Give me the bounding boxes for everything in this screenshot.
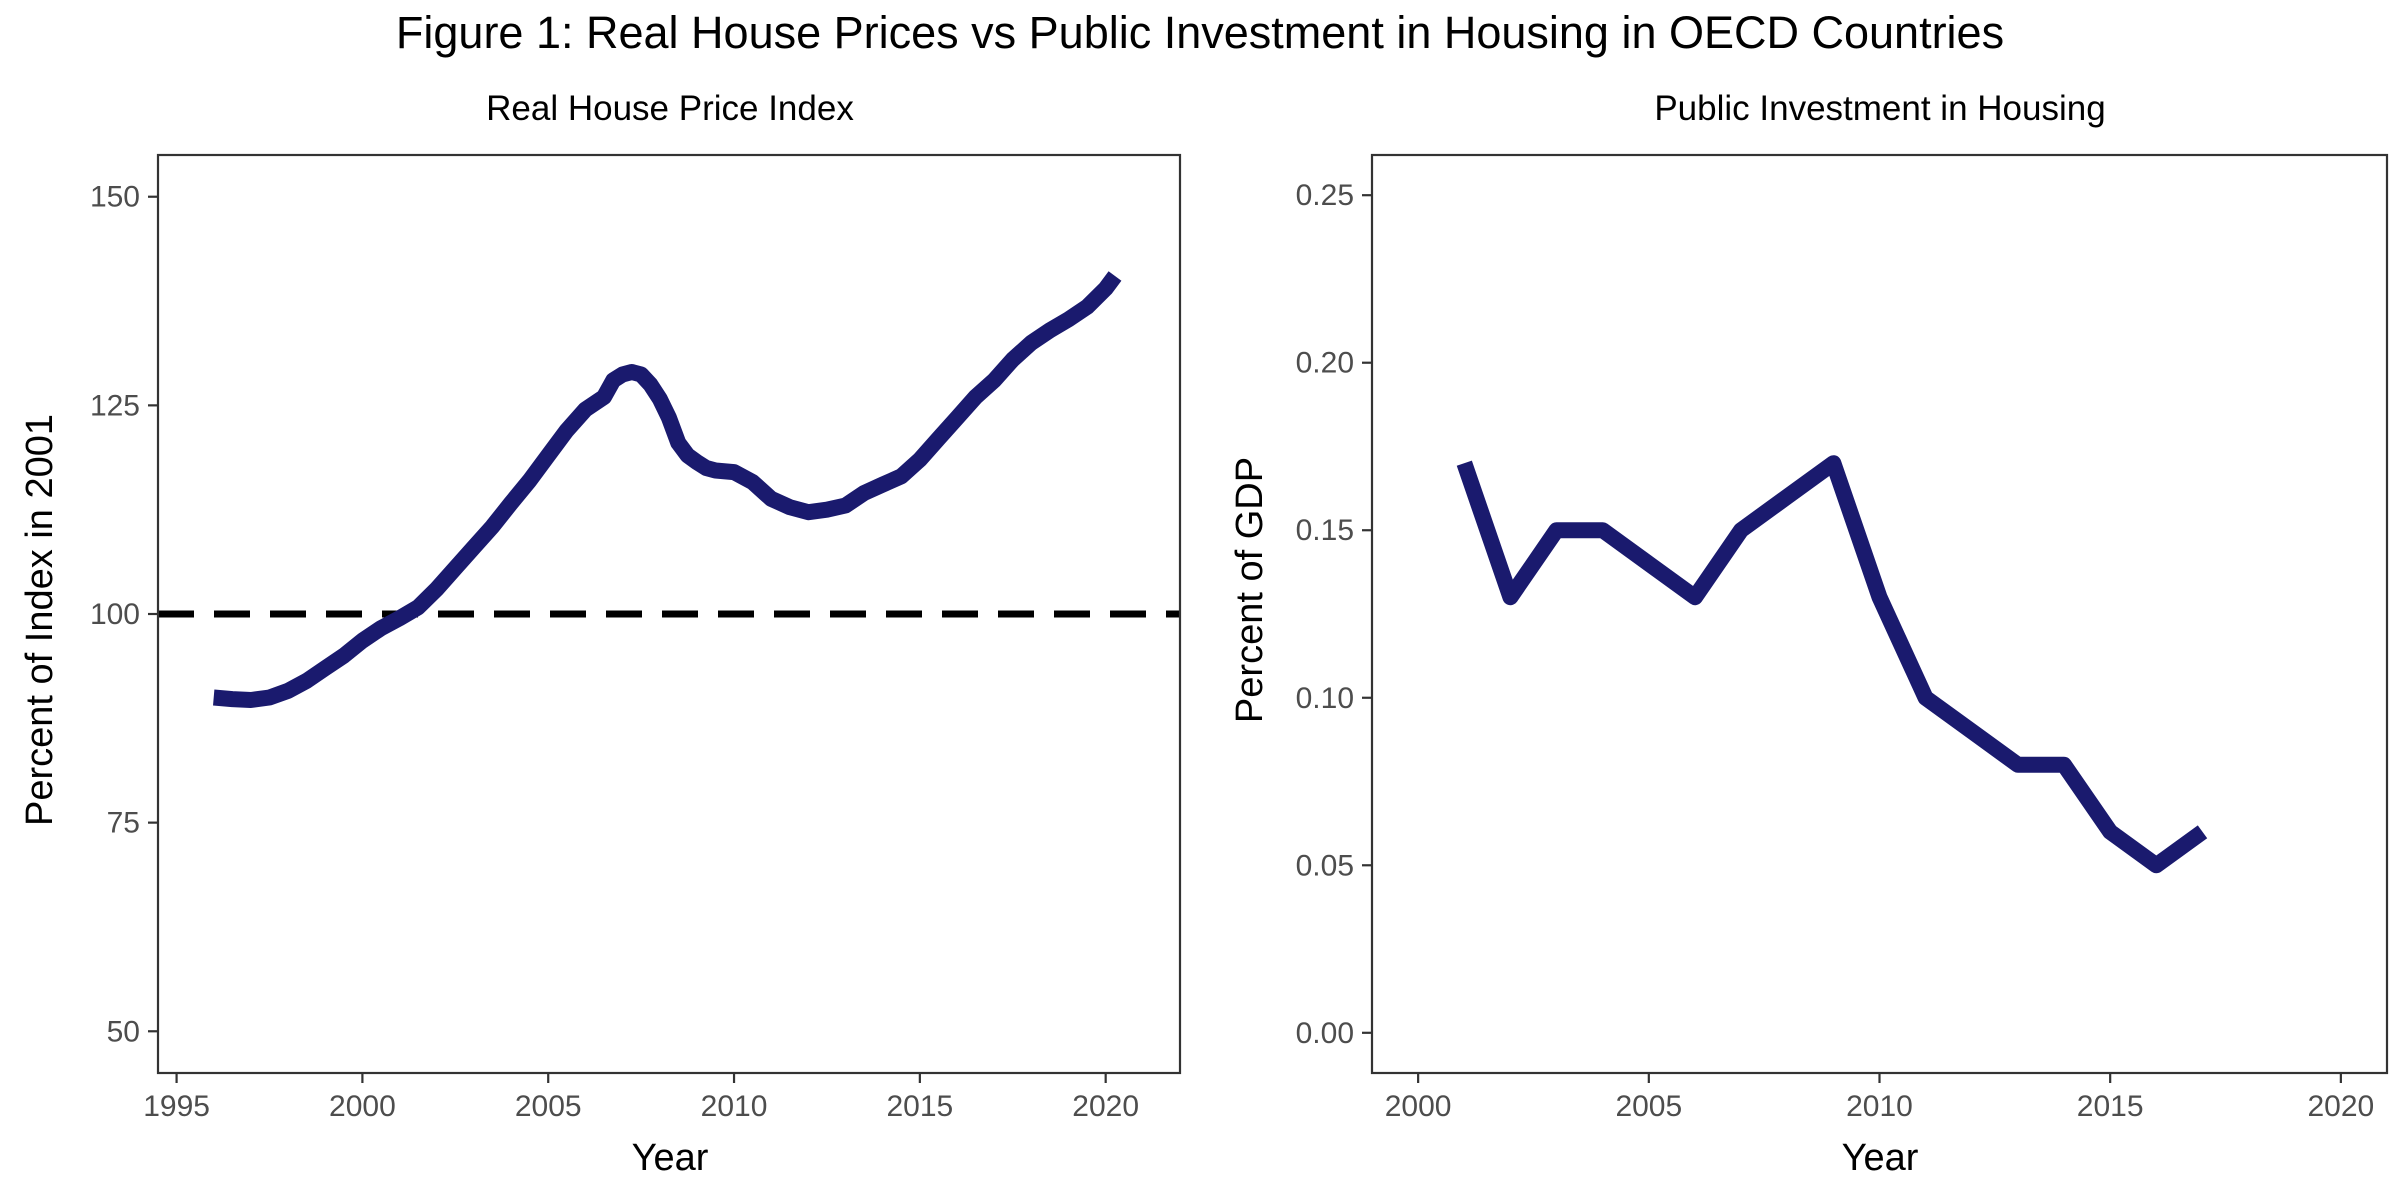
x-tick-label: 2005 [515, 1090, 582, 1123]
x-axis-title: Year [632, 1137, 709, 1179]
y-tick-label: 100 [90, 598, 140, 631]
y-tick-label: 75 [107, 807, 140, 840]
series-line [1456, 455, 2208, 874]
y-axis-title: Percent of GDP [1229, 457, 1271, 723]
y-tick-label: 0.00 [1296, 1017, 1354, 1050]
panel-house-price: Real House Price Index Year Percent of I… [19, 89, 1182, 1179]
y-tick-label: 0.10 [1296, 682, 1354, 715]
panel-public-investment: Public Investment in Housing Year Percen… [1229, 89, 2389, 1179]
x-tick-label: 2010 [1846, 1090, 1913, 1123]
figure-title: Figure 1: Real House Prices vs Public In… [396, 7, 2004, 58]
x-tick-label: 2015 [886, 1090, 953, 1123]
x-tick-label: 2005 [1615, 1090, 1682, 1123]
panel-title: Real House Price Index [486, 89, 854, 128]
y-tick-label: 0.15 [1296, 514, 1354, 547]
x-tick-label: 2020 [1072, 1090, 1139, 1123]
y-tick-label: 150 [90, 181, 140, 214]
y-tick-label: 125 [90, 389, 140, 422]
x-tick-label: 2000 [329, 1090, 396, 1123]
y-tick-label: 50 [107, 1015, 140, 1048]
y-tick-label: 0.05 [1296, 849, 1354, 882]
panel-title: Public Investment in Housing [1654, 89, 2105, 128]
y-tick-label: 0.25 [1296, 179, 1354, 212]
x-tick-label: 2010 [701, 1090, 768, 1123]
x-tick-label: 2020 [2307, 1090, 2374, 1123]
series-line [213, 271, 1122, 708]
y-axis-title: Percent of Index in 2001 [19, 414, 61, 826]
x-tick-label: 2015 [2077, 1090, 2144, 1123]
x-tick-label: 2000 [1385, 1090, 1452, 1123]
x-tick-label: 1995 [143, 1090, 210, 1123]
x-axis-title: Year [1842, 1137, 1919, 1179]
y-tick-label: 0.20 [1296, 347, 1354, 380]
